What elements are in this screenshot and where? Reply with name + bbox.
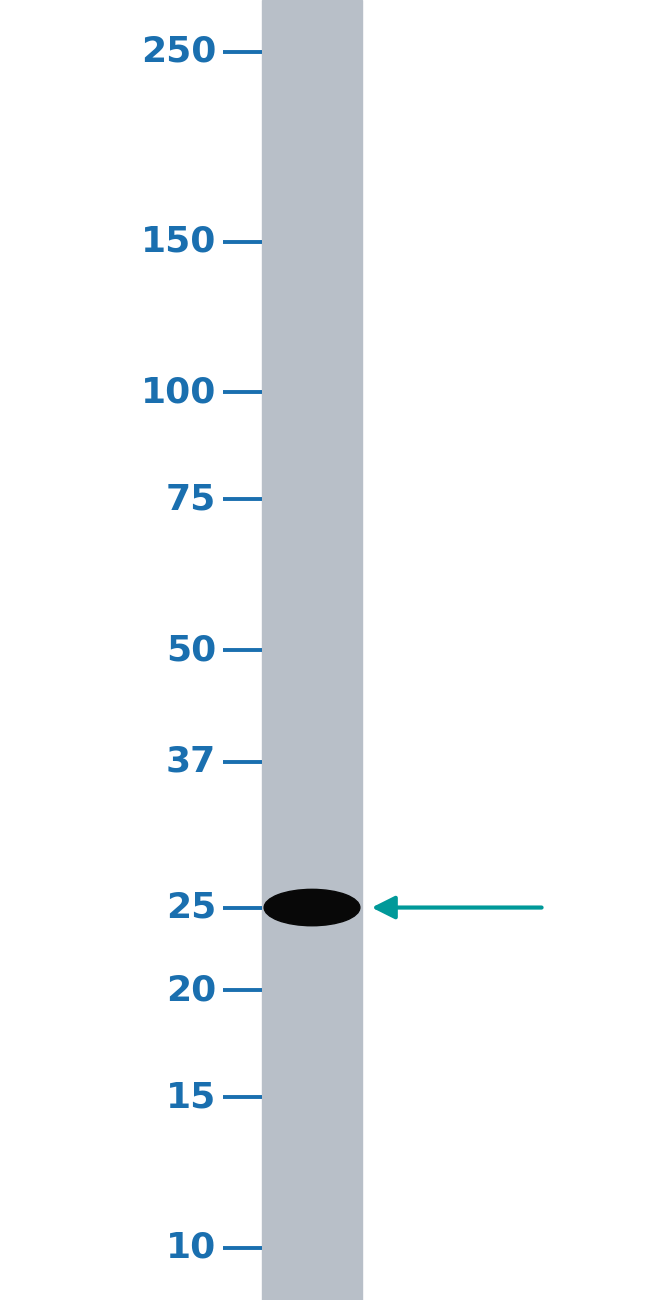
Text: 20: 20: [166, 974, 216, 1008]
Text: 50: 50: [166, 633, 216, 667]
Bar: [261, 0, 363, 1300]
Text: 25: 25: [166, 891, 216, 924]
Ellipse shape: [264, 889, 360, 926]
Text: 37: 37: [166, 745, 216, 779]
Text: 250: 250: [141, 35, 216, 69]
Text: 75: 75: [166, 482, 216, 516]
Text: 150: 150: [141, 225, 216, 259]
Text: 15: 15: [166, 1080, 216, 1114]
Text: 100: 100: [141, 376, 216, 410]
Text: 10: 10: [166, 1231, 216, 1265]
